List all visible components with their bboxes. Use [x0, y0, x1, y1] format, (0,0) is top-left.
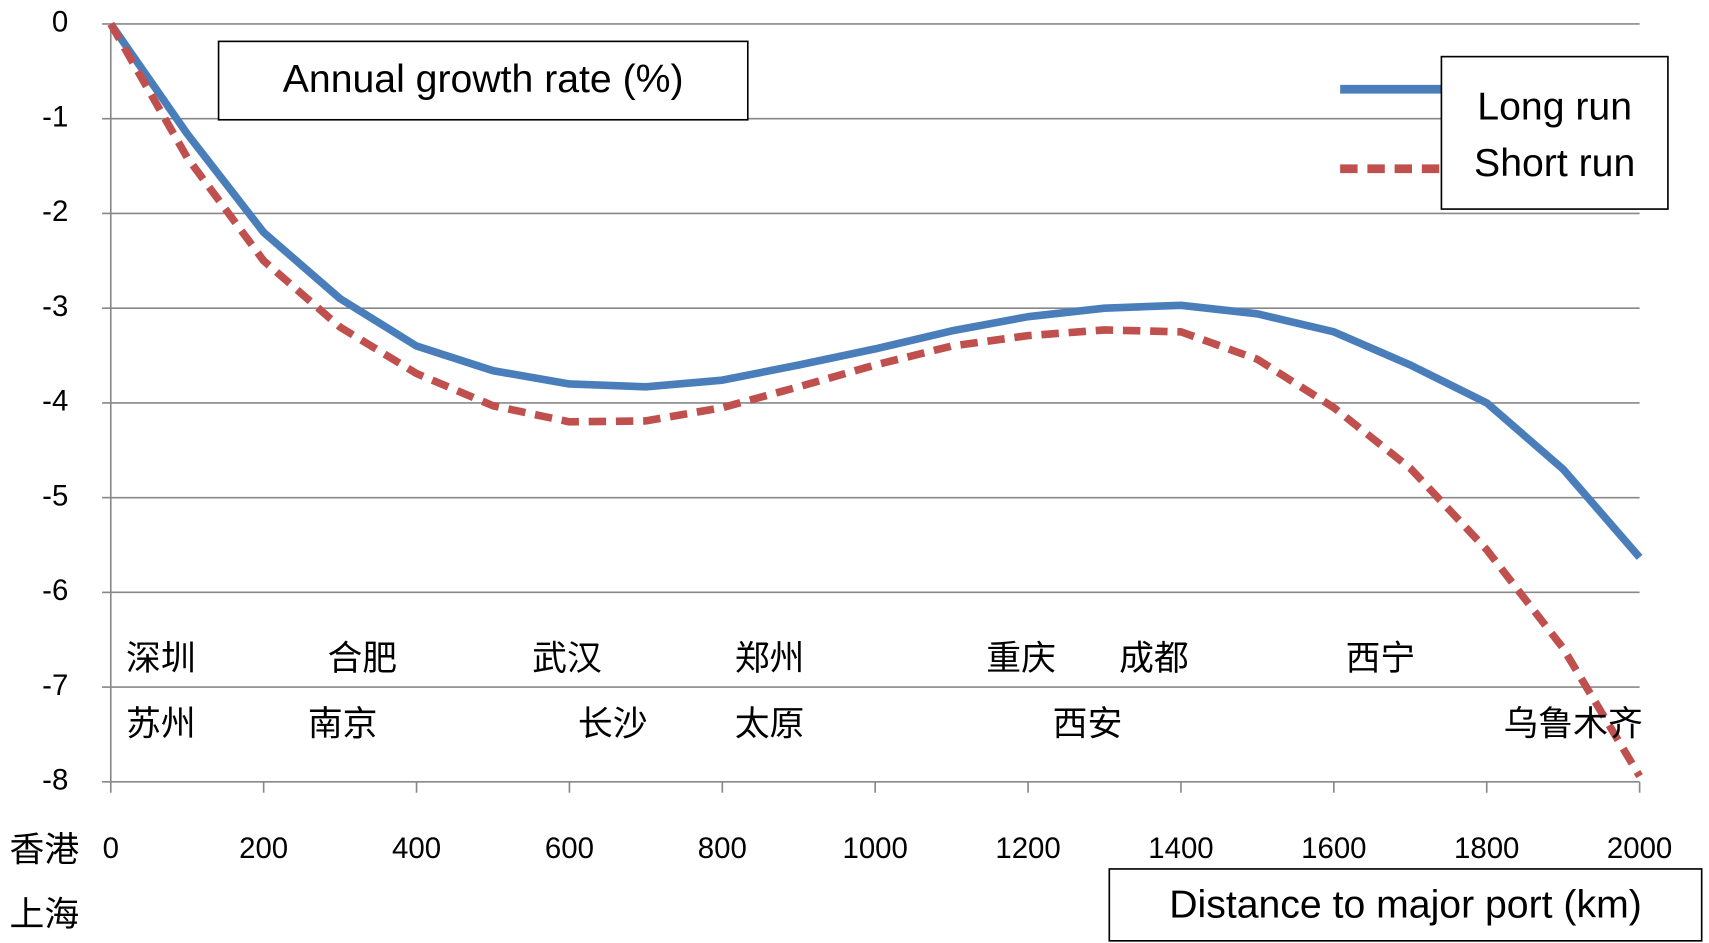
city-label: 香港 [10, 831, 80, 871]
x-tick-label: 1000 [842, 832, 907, 865]
city-label: 太原 [735, 704, 805, 744]
city-label: 乌鲁木齐 [1503, 704, 1642, 744]
x-tick-label: 1600 [1301, 832, 1366, 865]
city-label: 合肥 [327, 639, 397, 679]
legend: Long run Short run [1340, 55, 1669, 210]
x-tick-label: 1400 [1148, 832, 1213, 865]
plot-area [107, 21, 1643, 779]
city-label: 西安 [1053, 704, 1123, 744]
city-label: 上海 [10, 895, 80, 935]
y-tick-label: -8 [42, 764, 68, 797]
y-tick-label: -6 [42, 574, 68, 607]
line-series [107, 21, 1643, 560]
city-label: 长沙 [578, 704, 648, 744]
city-label: 成都 [1119, 639, 1189, 679]
city-label: 西宁 [1346, 639, 1416, 679]
line-series [107, 22, 1643, 779]
city-label: 苏州 [126, 704, 196, 744]
ylabel-box [217, 40, 749, 121]
y-tick-label: -4 [42, 385, 68, 418]
x-tick-label: 1800 [1454, 832, 1519, 865]
grid: 0 -1 -2 -3 -4 -5 -6 -7 -8 0 200 400 600 800 1000 1200 14… [42, 6, 1672, 865]
legend-box [1440, 55, 1669, 210]
city-label: 南京 [308, 704, 378, 744]
city-label: 武汉 [532, 639, 602, 679]
y-tick-label: -2 [42, 195, 68, 228]
x-tick-label: 1200 [995, 832, 1060, 865]
x-tick-label: 2000 [1607, 832, 1672, 865]
xlabel-box [1108, 868, 1703, 942]
x-tick-label: 200 [239, 832, 288, 865]
x-axis-label: Distance to major port (km) [1169, 883, 1642, 926]
y-tick-label: -1 [42, 100, 68, 133]
y-axis-label: Annual growth rate (%) [283, 58, 684, 101]
legend-label: Long run [1477, 85, 1632, 128]
city-label: 重庆 [986, 639, 1056, 679]
y-tick-label: -7 [42, 669, 68, 702]
x-tick-label: 400 [392, 832, 441, 865]
city-label: 深圳 [126, 639, 196, 679]
x-tick-label: 0 [103, 832, 119, 865]
x-tick-label: 600 [545, 832, 594, 865]
x-tick-label: 800 [698, 832, 747, 865]
y-tick-label: -3 [42, 290, 68, 323]
y-tick-label: -5 [42, 479, 68, 512]
y-tick-label: 0 [52, 6, 68, 39]
legend-label: Short run [1474, 142, 1635, 185]
city-label: 郑州 [735, 639, 805, 679]
city-labels: 深圳 合肥 武汉 郑州 重庆 成都 西宁 苏州 南京 长沙 太原 西安 乌鲁木齐… [10, 639, 1643, 935]
